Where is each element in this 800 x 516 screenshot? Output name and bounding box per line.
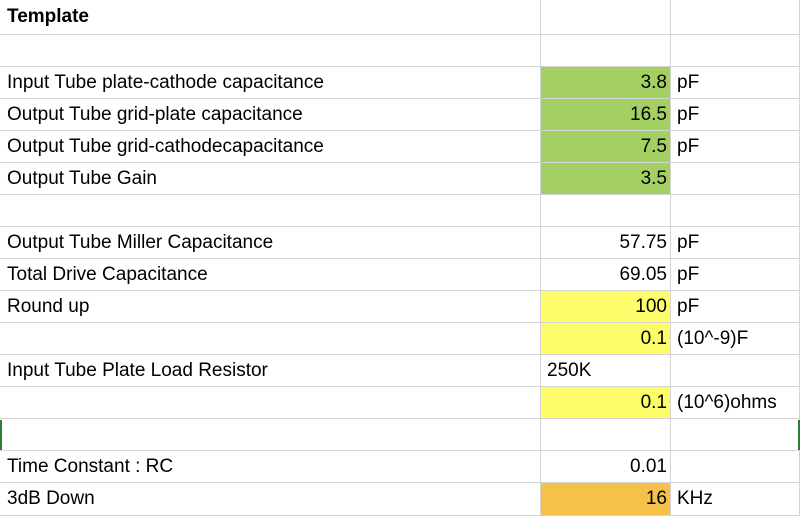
cell-empty[interactable]	[671, 0, 800, 35]
cell-label[interactable]: Output Tube grid-plate capacitance	[0, 99, 541, 131]
sheet-row-blank	[0, 419, 800, 451]
cell-title[interactable]: Template	[0, 0, 541, 35]
cell-empty[interactable]	[541, 419, 671, 451]
cell-label[interactable]: 3dB Down	[0, 483, 541, 516]
cell-empty[interactable]	[671, 195, 800, 227]
cell-unit[interactable]: pF	[671, 227, 800, 259]
cell-value[interactable]: 69.05	[541, 259, 671, 291]
cell-unit[interactable]: pF	[671, 67, 800, 99]
cell-value-input[interactable]: 3.5	[541, 163, 671, 195]
cell-unit[interactable]: pF	[671, 131, 800, 163]
cell-label[interactable]: Total Drive Capacitance	[0, 259, 541, 291]
cell-label[interactable]: Round up	[0, 291, 541, 323]
row-selection-marker	[0, 420, 2, 450]
sheet-row-blank	[0, 195, 800, 227]
cell-value-input[interactable]: 7.5	[541, 131, 671, 163]
cell-label[interactable]: Input Tube plate-cathode capacitance	[0, 67, 541, 99]
sheet-row: Round up 100 pF	[0, 291, 800, 323]
sheet-row-blank	[0, 35, 800, 67]
cell-unit[interactable]	[671, 451, 800, 483]
cell-empty[interactable]	[0, 419, 541, 451]
cell-empty[interactable]	[671, 35, 800, 67]
sheet-row: Input Tube plate-cathode capacitance 3.8…	[0, 67, 800, 99]
cell-label[interactable]: Output Tube Miller Capacitance	[0, 227, 541, 259]
cell-value-input[interactable]: 3.8	[541, 67, 671, 99]
cell-empty[interactable]	[541, 35, 671, 67]
cell-unit[interactable]: pF	[671, 291, 800, 323]
sheet-row: 3dB Down 16 KHz	[0, 483, 800, 516]
cell-label[interactable]: Time Constant : RC	[0, 451, 541, 483]
cell-label[interactable]: Output Tube grid-cathodecapacitance	[0, 131, 541, 163]
sheet-row-title: Template	[0, 0, 800, 35]
cell-empty[interactable]	[671, 419, 800, 451]
cell-label[interactable]: Output Tube Gain	[0, 163, 541, 195]
cell-value-highlight[interactable]: 0.1	[541, 387, 671, 419]
cell-empty[interactable]	[541, 0, 671, 35]
sheet-row: Total Drive Capacitance 69.05 pF	[0, 259, 800, 291]
cell-label[interactable]: Input Tube Plate Load Resistor	[0, 355, 541, 387]
cell-empty[interactable]	[0, 195, 541, 227]
cell-empty[interactable]	[0, 35, 541, 67]
cell-value[interactable]: 57.75	[541, 227, 671, 259]
sheet-row: Output Tube grid-cathodecapacitance 7.5 …	[0, 131, 800, 163]
row-selection-marker	[798, 420, 800, 450]
cell-unit[interactable]: (10^6)ohms	[671, 387, 800, 419]
cell-value-result[interactable]: 16	[541, 483, 671, 516]
cell-empty[interactable]	[541, 195, 671, 227]
cell-value-highlight[interactable]: 0.1	[541, 323, 671, 355]
sheet-row: Input Tube Plate Load Resistor 250K	[0, 355, 800, 387]
cell-unit[interactable]: pF	[671, 259, 800, 291]
sheet-row: 0.1 (10^6)ohms	[0, 387, 800, 419]
cell-unit[interactable]: (10^-9)F	[671, 323, 800, 355]
sheet-row: Time Constant : RC 0.01	[0, 451, 800, 483]
cell-unit[interactable]: pF	[671, 99, 800, 131]
cell-value[interactable]: 250K	[541, 355, 671, 387]
cell-value-highlight[interactable]: 100	[541, 291, 671, 323]
cell-label[interactable]	[0, 323, 541, 355]
sheet-row: Output Tube grid-plate capacitance 16.5 …	[0, 99, 800, 131]
cell-unit[interactable]	[671, 163, 800, 195]
sheet-row: 0.1 (10^-9)F	[0, 323, 800, 355]
cell-label[interactable]	[0, 387, 541, 419]
cell-unit[interactable]: KHz	[671, 483, 800, 516]
cell-value[interactable]: 0.01	[541, 451, 671, 483]
sheet-row: Output Tube Gain 3.5	[0, 163, 800, 195]
cell-value-input[interactable]: 16.5	[541, 99, 671, 131]
cell-unit[interactable]	[671, 355, 800, 387]
sheet-row: Output Tube Miller Capacitance 57.75 pF	[0, 227, 800, 259]
